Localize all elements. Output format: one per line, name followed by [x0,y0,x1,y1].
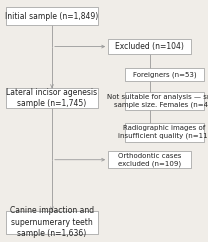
Text: Foreigners (n=53): Foreigners (n=53) [132,71,196,78]
Text: Orthodontic cases
excluded (n=109): Orthodontic cases excluded (n=109) [118,153,181,167]
Text: Radiographic images of
insufficient quality (n=11): Radiographic images of insufficient qual… [118,126,208,139]
FancyBboxPatch shape [125,123,204,142]
FancyBboxPatch shape [125,68,204,81]
Text: Initial sample (n=1,849): Initial sample (n=1,849) [5,12,99,21]
FancyBboxPatch shape [125,92,204,110]
FancyBboxPatch shape [108,151,191,168]
Text: Lateral incisor agenesis
sample (n=1,745): Lateral incisor agenesis sample (n=1,745… [6,88,98,108]
Text: Not suitable for analysis — small
sample size. Females (n=40): Not suitable for analysis — small sample… [107,94,208,108]
FancyBboxPatch shape [6,7,98,25]
FancyBboxPatch shape [6,88,98,108]
Text: Canine impaction and
supernumerary teeth
sample (n=1,636): Canine impaction and supernumerary teeth… [10,206,94,238]
FancyBboxPatch shape [6,211,98,234]
Text: Excluded (n=104): Excluded (n=104) [115,42,184,51]
FancyBboxPatch shape [108,39,191,54]
